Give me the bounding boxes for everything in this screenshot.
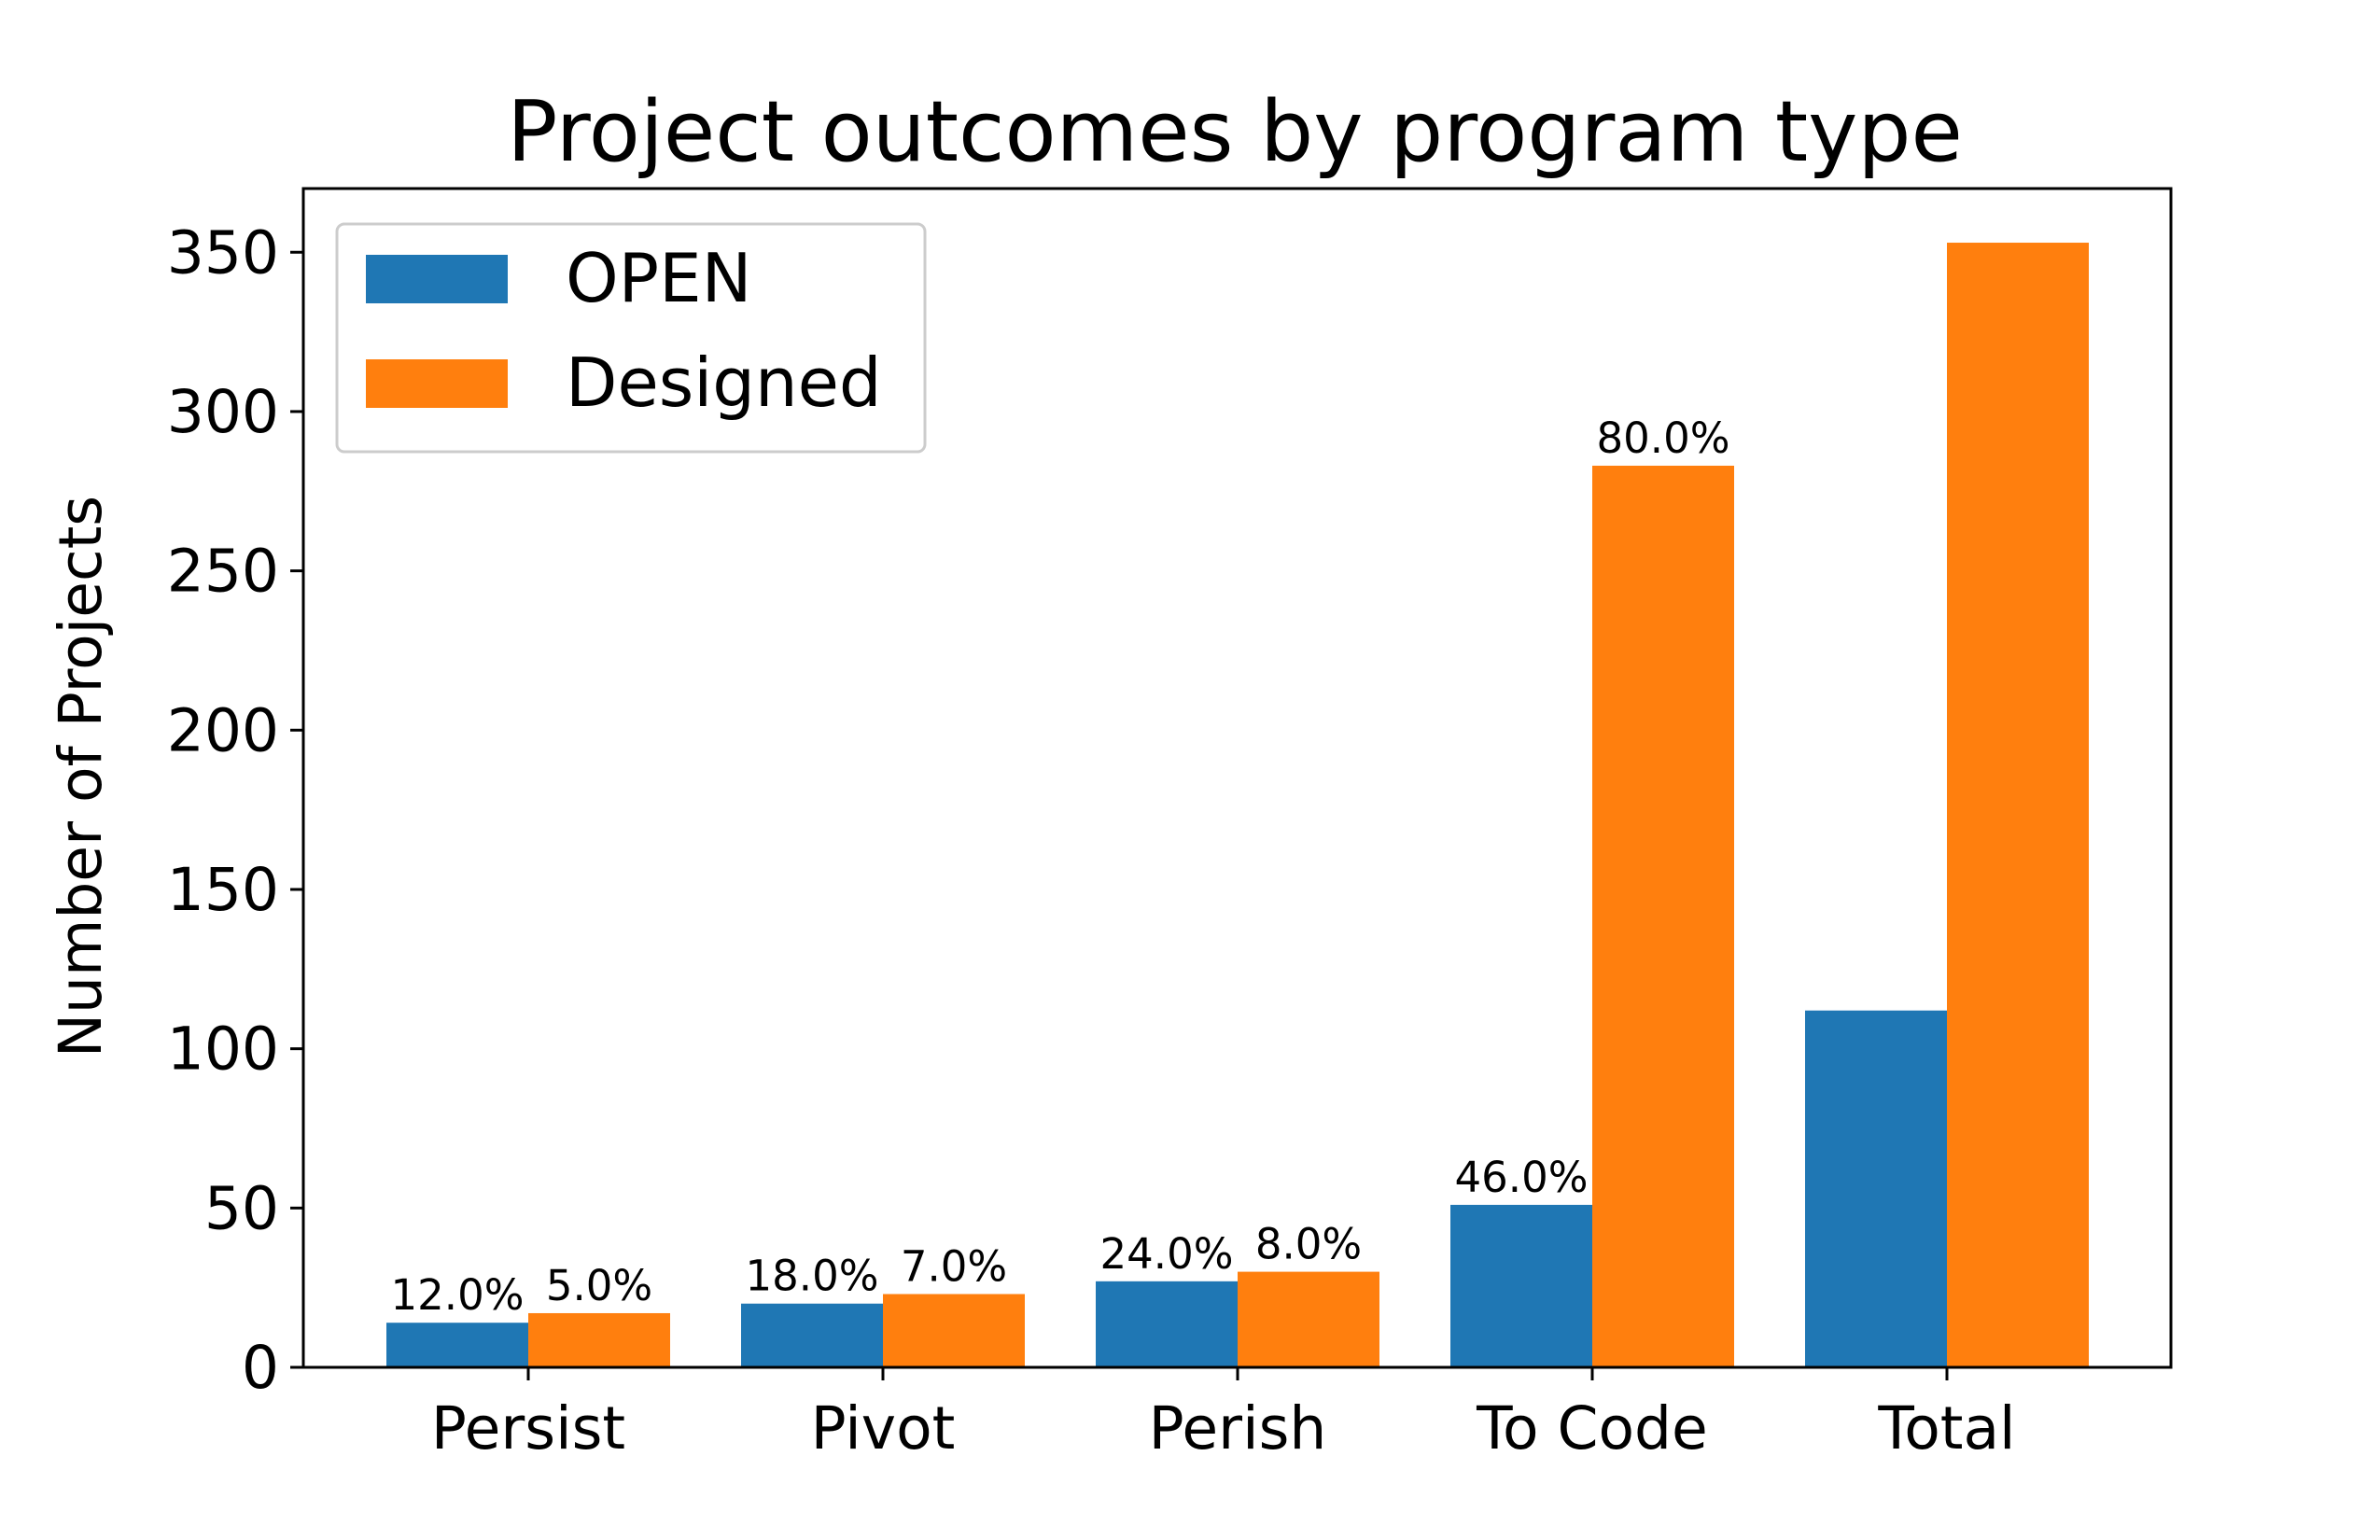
chart-title: Project outcomes by program type [507,83,1963,181]
bar-designed-persist [528,1312,670,1367]
data-label: 5.0% [546,1261,652,1310]
bars-group [386,243,2089,1367]
x-tick-label: Total [1877,1394,2015,1463]
y-tick-label: 50 [204,1174,279,1242]
y-tick-label: 150 [167,856,279,924]
data-label: 46.0% [1455,1153,1589,1202]
bar-open-perish [1096,1281,1238,1367]
data-labels-group: 12.0% 5.0% 18.0% 7.0% 24.0% 8.0% 46.0% 80.0% [391,413,1730,1320]
bar-designed-to-code [1592,465,1734,1367]
bar-open-total [1805,1010,1947,1367]
x-axis: Persist Pivot Perish To Code Total [431,1367,2016,1463]
y-tick-label: 100 [167,1015,279,1084]
data-label: 7.0% [901,1241,1007,1291]
bar-open-persist [386,1323,528,1367]
data-label: 24.0% [1100,1229,1234,1279]
x-tick-label: To Code [1476,1394,1708,1463]
data-label: 18.0% [746,1252,879,1301]
x-tick-label: Persist [431,1394,625,1463]
bar-open-pivot [741,1303,883,1367]
data-label: 80.0% [1597,413,1730,463]
bar-designed-pivot [883,1294,1025,1367]
bar-designed-perish [1238,1271,1379,1367]
y-tick-label: 250 [167,538,279,606]
y-tick-label: 350 [167,218,279,287]
bar-designed-total [1947,243,2089,1367]
plot-frame [301,187,2173,1369]
y-axis: 0 50 100 150 200 250 300 350 [167,218,303,1402]
legend-label-open: OPEN [566,239,751,317]
legend-swatch-open [366,255,508,303]
legend-label-designed: Designed [566,343,882,422]
bar-open-to-code [1450,1204,1592,1367]
y-tick-label: 300 [167,378,279,446]
y-axis-label: Number of Projects [47,496,115,1057]
x-tick-label: Pivot [811,1394,956,1463]
data-label: 12.0% [391,1270,525,1320]
y-tick-label: 200 [167,696,279,764]
x-tick-label: Perish [1149,1394,1327,1463]
y-tick-label: 0 [242,1334,279,1402]
data-label: 8.0% [1255,1220,1362,1269]
legend: OPEN Designed [335,222,927,454]
legend-swatch-designed [366,359,508,408]
